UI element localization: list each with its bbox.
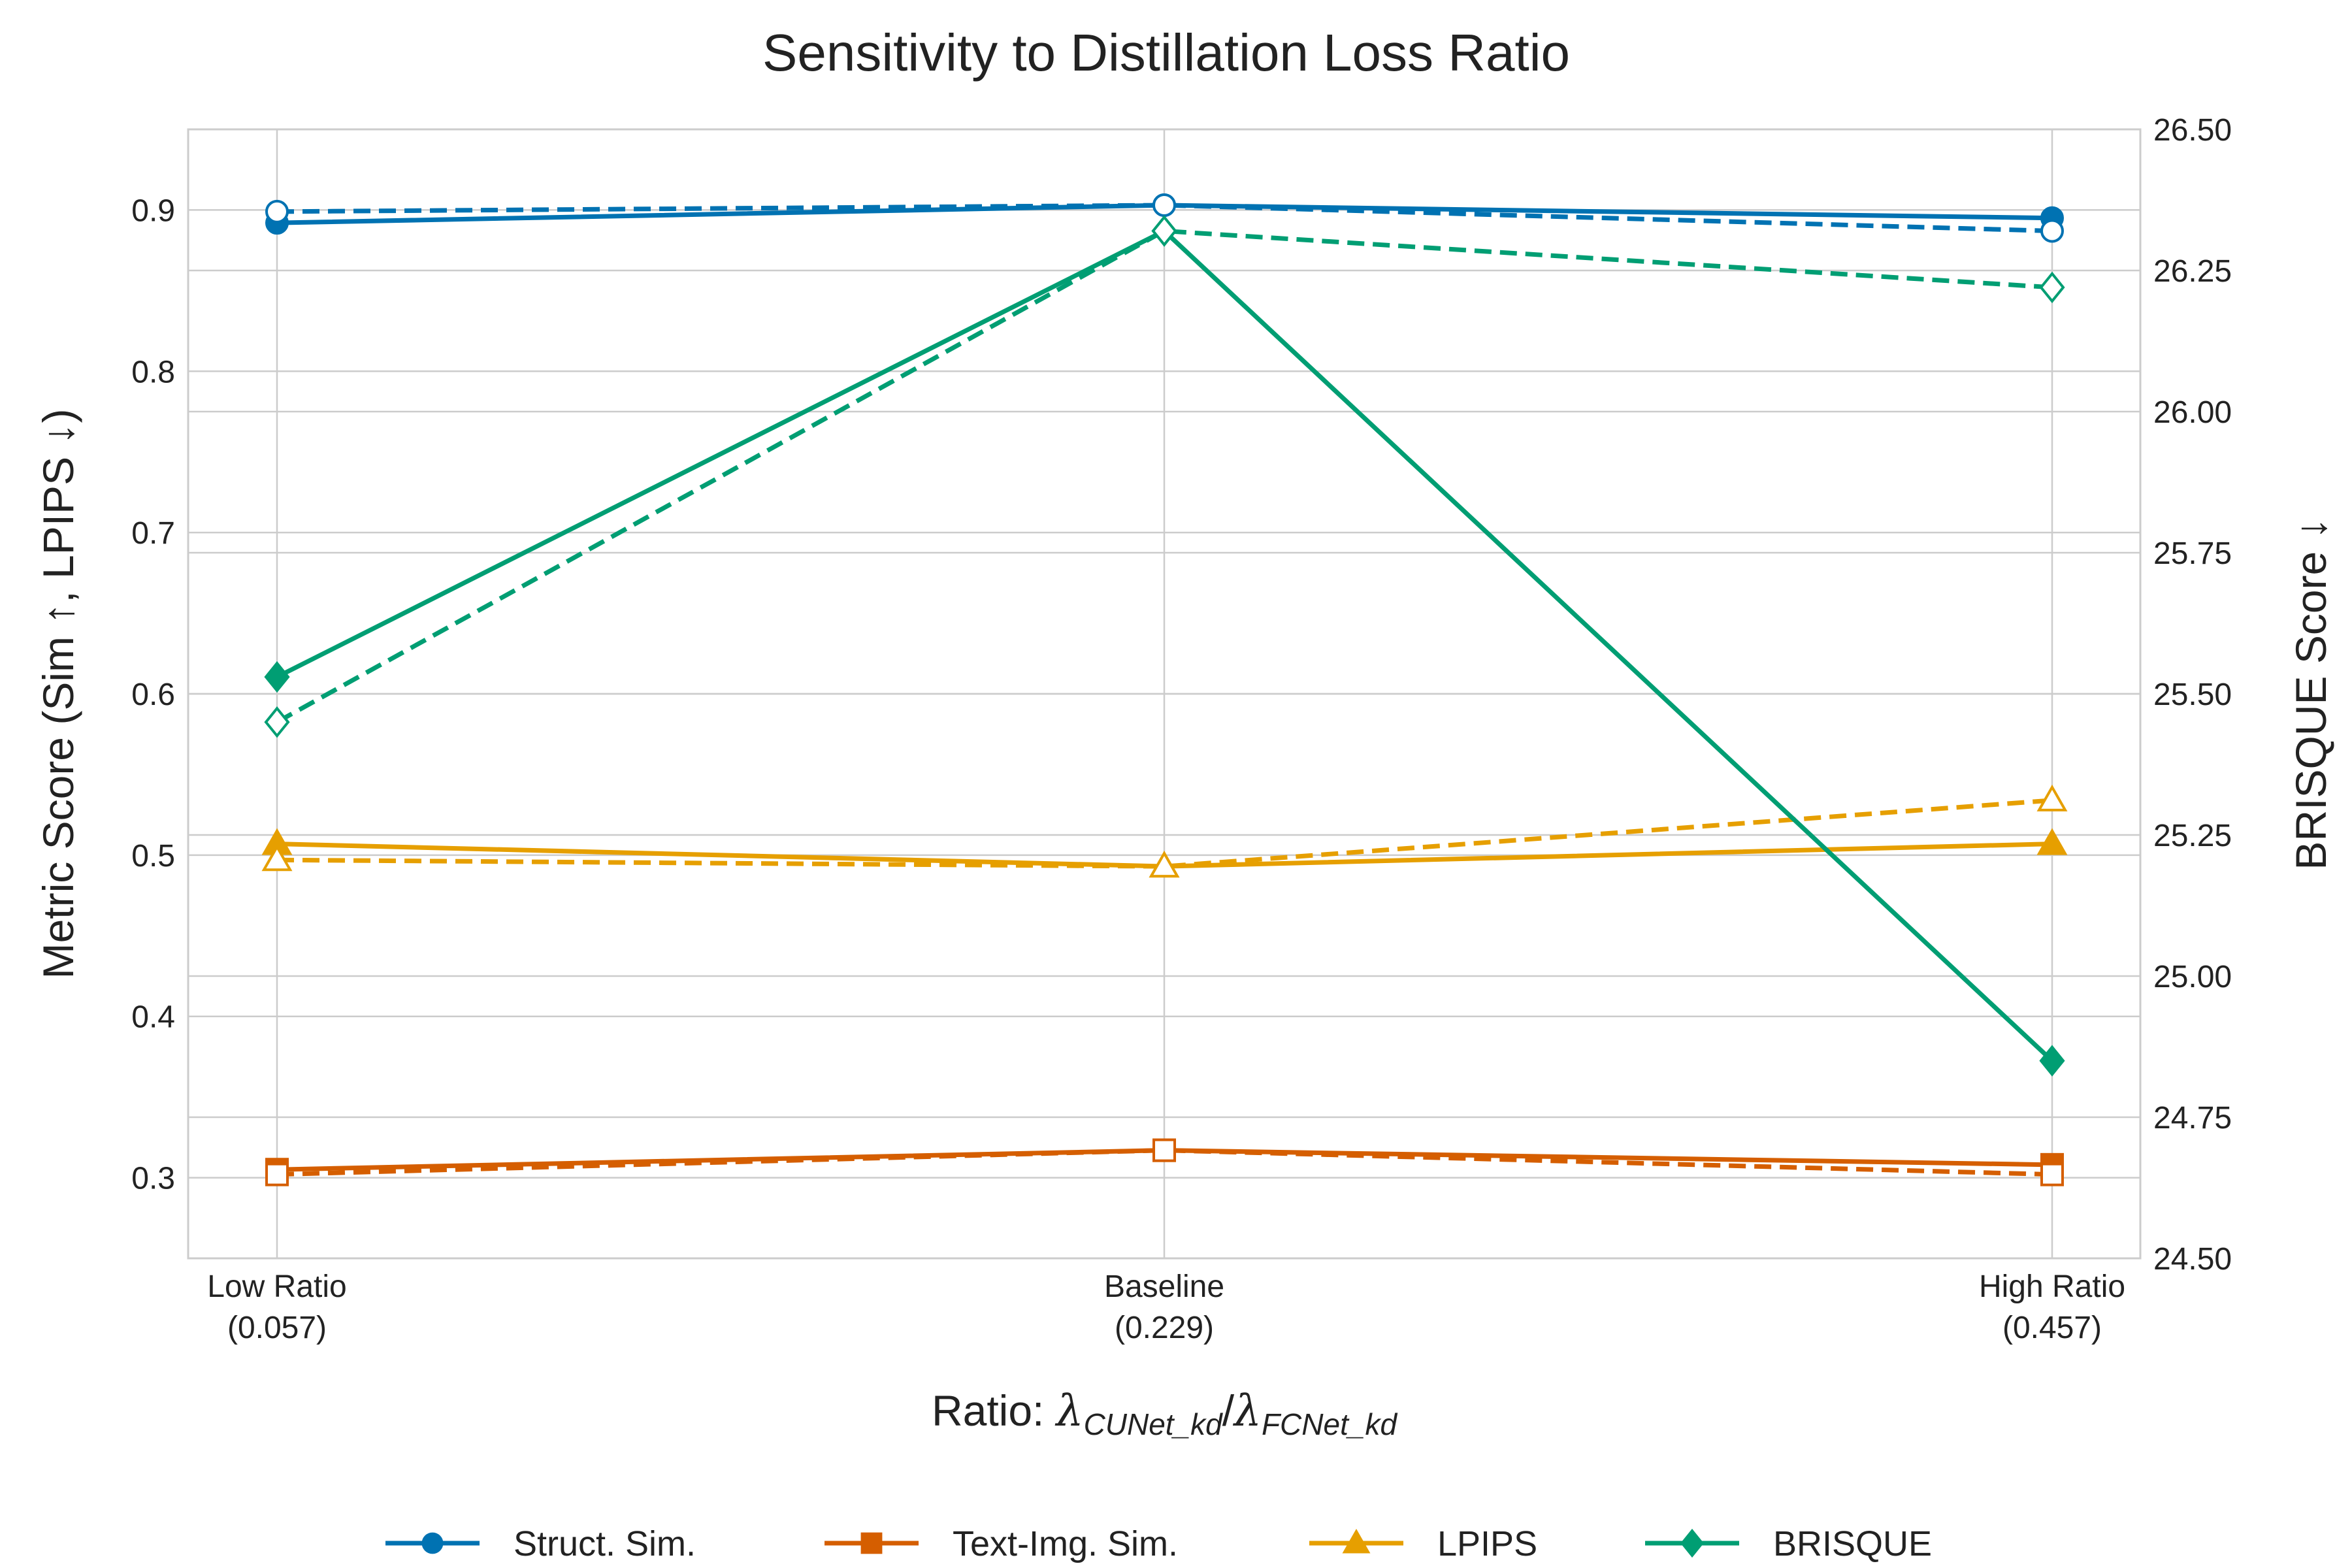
left-y-tick-label: 0.6 [131,678,175,712]
series-brisque-dashed-point [1151,215,1177,247]
left-y-axis-label: Metric Score (Sim ↑, LPIPS ↓) [34,409,82,979]
x-tick-value: (0.457) [2002,1311,2102,1345]
legend-swatch-marker [1680,1528,1704,1558]
legend: Struct. Sim. Text-Img. Sim. LPIPS BRISQUE [385,1524,1932,1563]
legend-swatch-marker [421,1532,444,1554]
x-tick-label: Low Ratio [207,1269,346,1304]
x-axis-label-den-sub: FCNet_kd [1262,1407,1397,1441]
left-y-tick-label: 0.4 [131,1000,175,1035]
series-struct-sim-dashed-point [2040,219,2064,243]
legend-label: Struct. Sim. [514,1524,696,1563]
series-brisque-dashed-line [276,228,2053,725]
right-y-tick-label: 25.50 [2153,678,2232,712]
grid [188,128,2140,1260]
series-struct-sim-dashed-point [1152,193,1176,218]
left-y-tick-label: 0.5 [131,839,175,874]
series-lpips [261,784,2068,878]
legend-item-struct-sim: Struct. Sim. [385,1524,696,1563]
series-brisque-dashed-point [2039,271,2065,304]
x-axis-label: Ratio: λCUNet_kd/λFCNet_kd [932,1386,1397,1441]
legend-label: Text-Img. Sim. [953,1524,1178,1563]
series-struct-sim-dashed-line [276,203,2053,234]
right-y-tick-label: 26.50 [2153,113,2232,148]
right-y-axis-label: BRISQUE Score ↓ [2287,517,2335,870]
legend-label: LPIPS [1437,1524,1537,1563]
x-axis-label-num-sub: CUNet_kd [1084,1407,1224,1441]
chart-title: Sensitivity to Distillation Loss Ratio [762,24,1570,82]
legend-swatch-marker [1342,1528,1371,1554]
series-text-img-sim-dashed-point [265,1162,289,1186]
series-text-img-sim-dashed-point [1152,1138,1176,1162]
right-y-tick-label: 26.25 [2153,254,2232,289]
x-axis-ticks: Low Ratio (0.057) Baseline (0.229) High Rati… [207,1269,2125,1345]
legend-label: BRISQUE [1773,1524,1932,1563]
series-brisque-dashed-point [264,706,290,738]
series-struct-sim [265,193,2064,243]
x-tick-value: (0.057) [227,1311,327,1345]
right-y-tick-label: 25.25 [2153,819,2232,853]
series-text-img-sim-dashed-point [2040,1162,2064,1186]
left-y-tick-label: 0.9 [131,193,175,228]
left-y-tick-label: 0.8 [131,355,175,389]
x-axis-label-prefix: Ratio: [932,1386,1056,1435]
series-text-img-sim-dashed-line [276,1148,2053,1177]
left-y-axis-ticks: 0.3 0.4 0.5 0.6 0.7 0.8 0.9 [131,193,175,1196]
series-lpips-solid-point [2036,828,2068,855]
right-y-tick-label: 24.50 [2153,1242,2232,1277]
x-tick-label: Baseline [1104,1269,1224,1304]
series-struct-sim-dashed-point [265,199,289,223]
right-y-tick-label: 25.00 [2153,960,2232,994]
legend-swatch-marker [860,1532,883,1554]
legend-item-lpips: LPIPS [1309,1524,1537,1563]
series-lpips-dashed-point [2036,784,2068,811]
legend-item-text-img-sim: Text-Img. Sim. [825,1524,1178,1563]
right-y-tick-label: 25.75 [2153,536,2232,571]
left-y-tick-label: 0.7 [131,516,175,551]
series-lpips-dashed-point [1149,851,1180,878]
plot-frame [187,128,2142,1260]
series-brisque-solid-point [2039,1045,2065,1077]
legend-item-brisque: BRISQUE [1645,1524,1932,1563]
series-text-img-sim [265,1138,2064,1186]
x-tick-label: High Ratio [1979,1269,2125,1304]
right-y-tick-label: 24.75 [2153,1101,2232,1135]
right-y-axis-ticks: 24.50 24.75 25.00 25.25 25.50 25.75 26.00 26.25… [2153,113,2232,1277]
right-y-tick-label: 26.00 [2153,395,2232,430]
x-tick-value: (0.229) [1115,1311,1214,1345]
left-y-tick-label: 0.3 [131,1162,175,1196]
series-brisque-solid-point [264,661,290,693]
series-brisque [264,215,2065,1077]
series-lpips-dashed-point [261,844,293,872]
series-lpips-dashed-line [276,798,2053,869]
series-layer [261,193,2068,1186]
